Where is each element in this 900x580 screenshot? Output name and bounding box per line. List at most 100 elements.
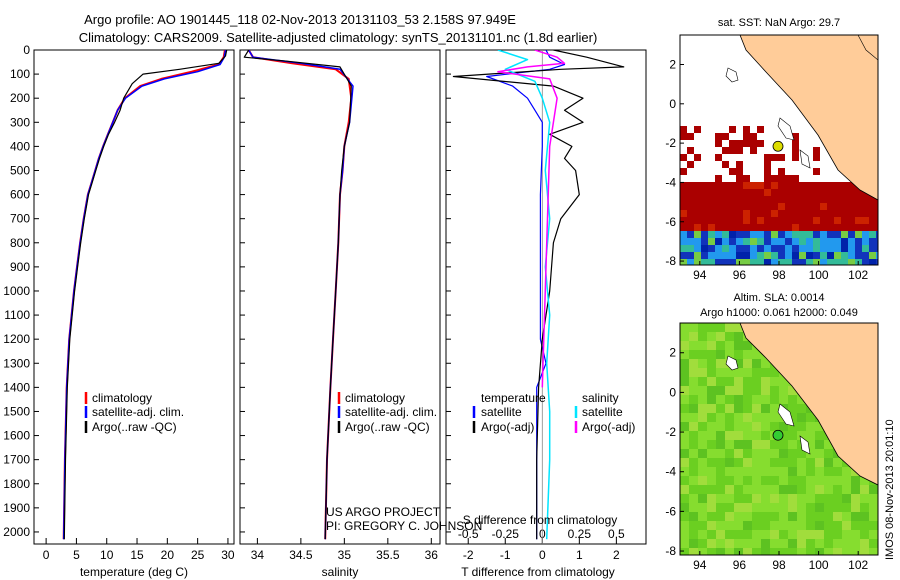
sla-cell — [770, 377, 779, 386]
series-line — [243, 50, 352, 540]
sla-cell — [716, 485, 725, 494]
legend-satellite: satellite-adj. clim. — [92, 405, 184, 419]
sst-cell — [750, 252, 757, 259]
sla-cell — [689, 350, 698, 359]
sst-cell — [771, 175, 778, 182]
sst-cell — [680, 245, 687, 252]
sst-cell — [729, 217, 736, 224]
sla-cell — [752, 449, 761, 458]
sst-cell — [834, 196, 841, 203]
sla-cell — [716, 323, 725, 332]
sla-cell — [725, 539, 734, 548]
sst-cell — [848, 259, 855, 265]
map-x-tick-label: 94 — [693, 558, 707, 572]
sla-cell — [788, 395, 797, 404]
sla-cell — [779, 386, 788, 395]
sla-cell — [680, 476, 689, 485]
temperature-series — [62, 50, 228, 540]
difference-xlabel: T difference from climatology — [461, 565, 615, 579]
difference-panel-frame — [445, 49, 647, 545]
sst-cell — [708, 217, 715, 224]
sla-cell — [806, 467, 815, 476]
sst-cell — [806, 182, 813, 189]
sst-cell — [687, 203, 694, 210]
map-x-tick-label: 96 — [733, 558, 747, 572]
sst-cell — [855, 196, 862, 203]
sst-cell — [834, 245, 841, 252]
sla-cell — [860, 530, 869, 539]
sst-cell — [680, 154, 687, 161]
sla-cell — [770, 494, 779, 503]
sla-cell — [770, 440, 779, 449]
sst-cell — [841, 224, 848, 231]
sst-cell — [729, 245, 736, 252]
map-y-tick-label: 2 — [669, 346, 676, 360]
sla-cell — [806, 485, 815, 494]
sst-cell — [799, 224, 806, 231]
sla-cell — [734, 440, 743, 449]
sst-cell — [680, 203, 687, 210]
sst-cell — [862, 224, 869, 231]
map-x-tick-label: 98 — [772, 558, 786, 572]
sla-cell — [761, 485, 770, 494]
sla-cell — [698, 467, 707, 476]
sla-cell — [815, 467, 824, 476]
sla-cell — [833, 548, 842, 555]
sst-cell — [729, 231, 736, 238]
sla-cell — [851, 530, 860, 539]
sla-cell — [680, 341, 689, 350]
sst-cell — [848, 203, 855, 210]
sla-cell — [725, 404, 734, 413]
sla-cell — [842, 539, 851, 548]
sst-cell — [771, 231, 778, 238]
sla-cell — [797, 404, 806, 413]
temperature-legend: climatology satellite-adj. clim. Argo(..… — [84, 391, 184, 434]
sla-cell — [761, 530, 770, 539]
project-line2: PI: GREGORY C. JOHNSON — [326, 519, 482, 533]
sst-cell — [743, 182, 750, 189]
sla-cell — [797, 521, 806, 530]
sla-cell — [743, 386, 752, 395]
sla-cell — [761, 548, 770, 555]
sla-cell — [797, 422, 806, 431]
sst-cell — [848, 210, 855, 217]
sst-cell — [827, 252, 834, 259]
sla-cell — [698, 431, 707, 440]
sla-cell — [842, 512, 851, 521]
sla-cell — [698, 521, 707, 530]
sst-cell — [869, 203, 876, 210]
sst-cell — [792, 133, 799, 140]
x-tick-label: 2 — [613, 548, 620, 562]
sla-cell — [716, 521, 725, 530]
sst-cell — [813, 154, 820, 161]
series-line — [248, 50, 354, 540]
sst-cell — [687, 259, 694, 265]
legend-temperature-heading: temperature — [481, 391, 546, 405]
sst-cell — [729, 126, 736, 133]
sst-cell — [743, 210, 750, 217]
sla-cell — [707, 341, 716, 350]
sla-cell — [716, 440, 725, 449]
sla-cell — [788, 503, 797, 512]
sla-cell — [698, 413, 707, 422]
sst-cell — [715, 189, 722, 196]
sst-cell — [764, 231, 771, 238]
sla-cell — [725, 458, 734, 467]
sst-cell — [701, 217, 708, 224]
sst-cell — [792, 154, 799, 161]
difference-legend: temperature satellite Argo(-adj) salinit… — [472, 391, 635, 434]
sla-cell — [743, 413, 752, 422]
sst-cell — [722, 210, 729, 217]
sst-cell — [813, 189, 820, 196]
sla-cell — [725, 332, 734, 341]
sla-cell — [689, 521, 698, 530]
sla-cell — [716, 449, 725, 458]
sla-cell — [815, 512, 824, 521]
sla-cell — [680, 530, 689, 539]
sst-cell — [736, 217, 743, 224]
sst-cell — [848, 252, 855, 259]
sla-cell — [734, 386, 743, 395]
depth-tick-label: 700 — [10, 212, 30, 226]
sst-cell — [862, 252, 869, 259]
x-tick-label: -2 — [463, 548, 474, 562]
